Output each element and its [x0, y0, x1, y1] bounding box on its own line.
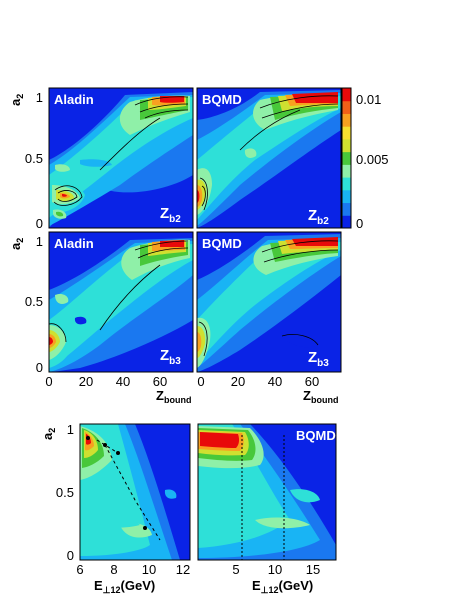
panel-aladin-zb3: Aladin Zb3 — [48, 231, 194, 373]
plot-frame — [79, 423, 191, 561]
xlabel: Zbound — [156, 388, 191, 405]
ytick-label: 0.5 — [25, 294, 43, 309]
xlabel: E⊥12(GeV) — [94, 578, 155, 595]
panel-label: BQMD — [296, 428, 336, 443]
colorbar-cell — [342, 164, 351, 178]
xtick-label: 10 — [142, 562, 156, 577]
ytick-label: 1 — [36, 90, 43, 105]
ytick-label: 0 — [36, 216, 43, 231]
xtick-label: 10 — [268, 562, 282, 577]
colorbar: 0.01 0.005 0 — [341, 87, 389, 231]
heatmap-bqmd-zb2 — [197, 88, 341, 228]
heatmap-aladin-zb3 — [49, 232, 193, 372]
ylabel: a2 — [8, 238, 25, 250]
corner-label: Zb3 — [308, 349, 329, 369]
panel-eperp-left — [79, 423, 191, 561]
axes-left: 1 0.5 0 1 0.5 0 1 0.5 0 — [25, 90, 74, 563]
colorbar-cell — [342, 88, 351, 102]
plot-frame — [196, 231, 342, 373]
xtick-label: 6 — [76, 562, 83, 577]
heatmap-eperp-left — [80, 424, 190, 560]
colorbar-tick: 0 — [356, 216, 363, 231]
xtick-label: 40 — [116, 374, 130, 389]
xtick-label: 15 — [306, 562, 320, 577]
xtick-label: 60 — [305, 374, 319, 389]
xtick-label: 20 — [231, 374, 245, 389]
panel-label: BQMD — [202, 236, 242, 251]
colorbar-cell — [342, 202, 351, 216]
panel-label: Aladin — [54, 236, 94, 251]
corner-label: Zb3 — [160, 347, 181, 367]
xtick-label: 5 — [232, 562, 239, 577]
xtick-label: 60 — [153, 374, 167, 389]
colorbar-cell — [342, 126, 351, 140]
colorbar-cell — [342, 100, 351, 114]
ylabel: a2 — [40, 428, 57, 440]
xtick-label: 12 — [176, 562, 190, 577]
ytick-label: 0.5 — [56, 485, 74, 500]
xlabel: Zbound — [303, 388, 338, 405]
colorbar-cell — [342, 151, 351, 165]
ytick-label: 0 — [67, 548, 74, 563]
ytick-label: 1 — [67, 422, 74, 437]
plot-frame — [197, 423, 337, 561]
ylabel: a2 — [8, 94, 25, 106]
xtick-label: 40 — [268, 374, 282, 389]
colorbar-cell — [342, 138, 351, 153]
ytick-label: 0.5 — [25, 151, 43, 166]
xtick-label: 0 — [197, 374, 204, 389]
ylabels: a2 a2 a2 — [8, 94, 57, 440]
panel-bqmd-zb3: BQMD Zb3 — [196, 231, 342, 373]
ytick-label: 1 — [36, 234, 43, 249]
heatmap-aladin-zb2 — [49, 88, 193, 228]
xtick-label: 0 — [45, 374, 52, 389]
colorbar-cells — [342, 88, 351, 229]
xtick-label: 20 — [79, 374, 93, 389]
xticks: 0 20 40 60 0 20 40 60 6 8 10 12 5 10 15 — [45, 374, 320, 577]
colorbar-tick: 0.01 — [356, 92, 381, 107]
heatmap-bqmd-zb3 — [197, 232, 341, 372]
heatmap-bqmd-eperp — [198, 424, 336, 560]
plot-frame — [48, 231, 194, 373]
plot-frame — [48, 87, 194, 229]
xtick-label: 8 — [110, 562, 117, 577]
panel-label: BQMD — [202, 92, 242, 107]
ytick-label: 0 — [36, 360, 43, 375]
panel-aladin-zb2: Aladin Zb2 — [48, 87, 194, 229]
panel-bqmd-eperp: BQMD — [197, 423, 337, 561]
xlabel: E⊥12(GeV) — [252, 578, 313, 595]
corner-label: Zb2 — [308, 207, 329, 227]
colorbar-cell — [342, 189, 351, 204]
colorbar-cell — [342, 215, 351, 229]
colorbar-cell — [342, 177, 351, 191]
colorbar-cell — [342, 113, 351, 127]
colorbar-frame — [341, 87, 352, 229]
plot-frame — [196, 87, 342, 229]
colorbar-tick: 0.005 — [356, 152, 389, 167]
panel-label: Aladin — [54, 92, 94, 107]
xlabels: Zbound Zbound E⊥12(GeV) E⊥12(GeV) — [94, 388, 338, 595]
panel-bqmd-zb2: BQMD Zb2 — [196, 87, 342, 229]
corner-label: Zb2 — [160, 205, 181, 225]
